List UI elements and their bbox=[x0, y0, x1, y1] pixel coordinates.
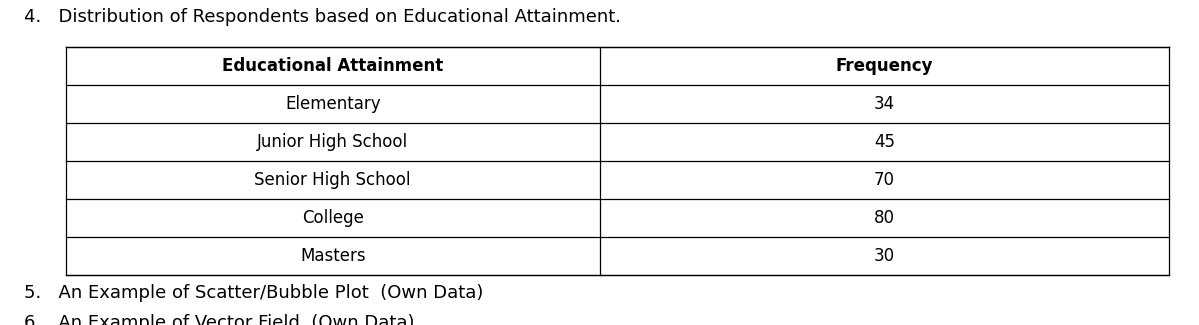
Text: 5.   An Example of Scatter/Bubble Plot  (Own Data): 5. An Example of Scatter/Bubble Plot (Ow… bbox=[24, 284, 483, 302]
Text: 70: 70 bbox=[874, 171, 894, 189]
Text: 45: 45 bbox=[874, 133, 894, 151]
Text: Masters: Masters bbox=[300, 247, 366, 265]
Text: 80: 80 bbox=[874, 209, 894, 227]
Text: Elementary: Elementary bbox=[285, 95, 380, 113]
Text: Junior High School: Junior High School bbox=[257, 133, 409, 151]
Text: 30: 30 bbox=[874, 247, 894, 265]
Text: 4.   Distribution of Respondents based on Educational Attainment.: 4. Distribution of Respondents based on … bbox=[24, 8, 621, 26]
Text: Senior High School: Senior High School bbox=[254, 171, 411, 189]
Text: 6.   An Example of Vector Field  (Own Data): 6. An Example of Vector Field (Own Data) bbox=[24, 314, 415, 325]
Text: Educational Attainment: Educational Attainment bbox=[222, 57, 444, 75]
Text: Frequency: Frequency bbox=[836, 57, 933, 75]
Text: College: College bbox=[302, 209, 363, 227]
Text: 34: 34 bbox=[874, 95, 894, 113]
